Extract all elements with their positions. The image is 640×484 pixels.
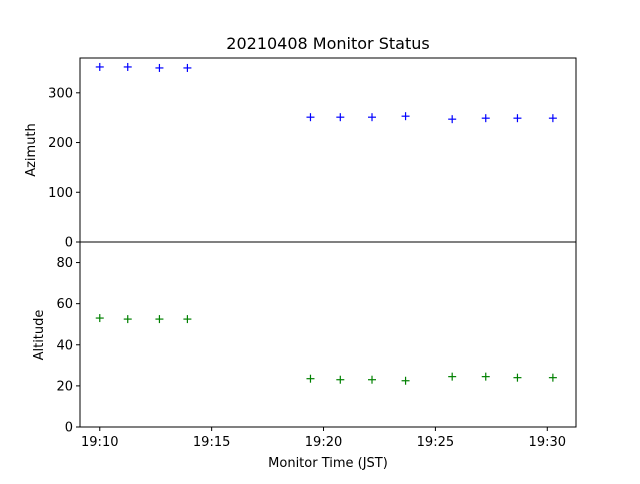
altitude-data-point (513, 373, 522, 382)
altitude-points (95, 314, 557, 385)
x-tick-label: 19:10 (81, 435, 118, 450)
x-tick-label: 19:15 (193, 435, 230, 450)
altitude-data-point (123, 315, 132, 324)
altitude-axes-frame (79, 241, 577, 428)
altitude-y-tick-label: 0 (65, 421, 73, 436)
altitude-data-point (95, 314, 104, 323)
altitude-panel: 0 20 40 60 80 Altitude (32, 241, 577, 436)
altitude-data-point (306, 374, 315, 383)
azimuth-data-point (336, 113, 345, 122)
altitude-axis-label: Altitude (32, 310, 47, 361)
azimuth-y-tick-label: 100 (48, 186, 73, 201)
azimuth-data-point (513, 114, 522, 123)
azimuth-y-tick-label: 200 (48, 136, 73, 151)
azimuth-y-tick-label: 0 (65, 236, 73, 251)
azimuth-axis-label: Azimuth (24, 123, 39, 177)
altitude-y-ticks: 0 20 40 60 80 (56, 256, 80, 436)
azimuth-y-ticks: 0 100 200 300 (48, 86, 80, 251)
chart-title: 20210408 Monitor Status (226, 34, 429, 53)
azimuth-data-point (448, 115, 457, 124)
azimuth-data-point (123, 62, 132, 71)
azimuth-data-point (155, 63, 164, 72)
x-axis-label: Monitor Time (JST) (268, 456, 388, 471)
x-ticks: 19:10 19:15 19:20 19:25 19:30 (81, 427, 566, 450)
altitude-data-point (183, 315, 192, 324)
altitude-y-tick-label: 60 (56, 297, 73, 312)
altitude-y-tick-label: 20 (56, 379, 73, 394)
altitude-data-point (481, 372, 490, 381)
azimuth-points (95, 62, 557, 124)
azimuth-data-point (368, 113, 377, 122)
azimuth-data-point (183, 63, 192, 72)
azimuth-data-point (95, 62, 104, 71)
altitude-data-point (368, 375, 377, 384)
azimuth-data-point (306, 113, 315, 122)
azimuth-data-point (548, 114, 557, 123)
x-tick-label: 19:20 (305, 435, 342, 450)
x-tick-label: 19:30 (529, 435, 566, 450)
altitude-y-tick-label: 80 (56, 256, 73, 271)
azimuth-data-point (401, 112, 410, 121)
altitude-data-point (336, 375, 345, 384)
altitude-data-point (155, 315, 164, 324)
azimuth-data-point (481, 114, 490, 123)
altitude-data-point (401, 376, 410, 385)
altitude-data-point (448, 372, 457, 381)
altitude-y-tick-label: 40 (56, 338, 73, 353)
x-tick-label: 19:25 (417, 435, 454, 450)
azimuth-y-tick-label: 300 (48, 86, 73, 101)
altitude-data-point (548, 373, 557, 382)
